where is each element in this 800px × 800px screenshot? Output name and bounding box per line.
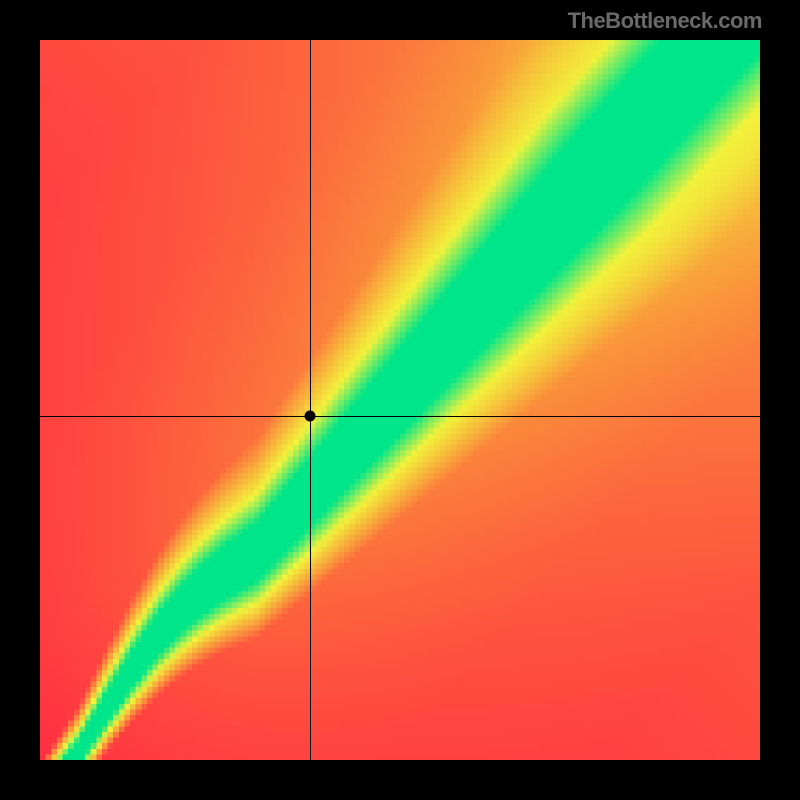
crosshair-vertical (310, 40, 311, 760)
bottleneck-heatmap (40, 40, 760, 760)
crosshair-horizontal (40, 416, 760, 417)
watermark-text: TheBottleneck.com (568, 8, 762, 34)
plot-area (40, 40, 760, 760)
selection-marker (305, 410, 316, 421)
